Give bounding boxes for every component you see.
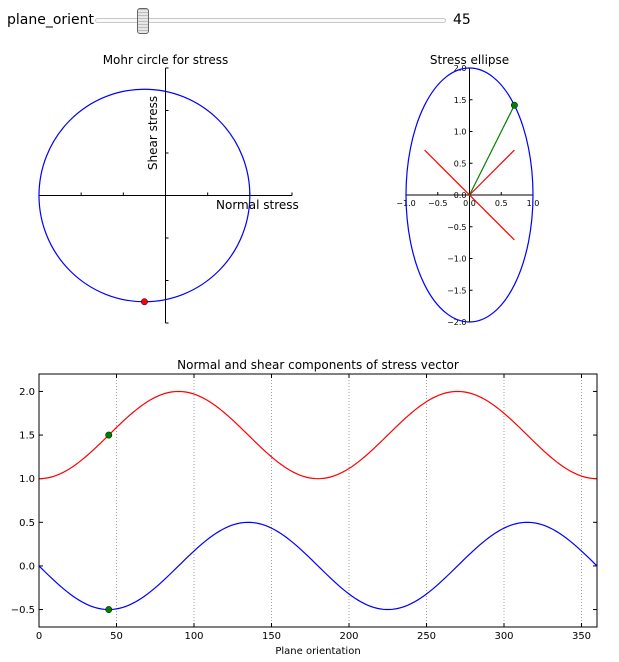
- ellipse-red-line: [469, 149, 515, 196]
- components-x-tick-label: 250: [417, 631, 436, 642]
- components-x-tick-label: 0: [36, 631, 42, 642]
- components-y-tick-label: 2.0: [19, 387, 35, 398]
- normal-component-line: [38, 390, 598, 480]
- slider-value: 45: [453, 12, 471, 28]
- ellipse-x-tick-label: 0.0: [463, 199, 476, 208]
- mohr-title: Mohr circle for stress: [103, 53, 229, 67]
- components-frame: [38, 373, 598, 628]
- ellipse-y-tick-label: −1.0: [447, 255, 466, 264]
- ellipse-title: Stress ellipse: [430, 53, 509, 67]
- ellipse-y-tick-label: −1.5: [447, 286, 466, 295]
- components-x-tick-label: 50: [110, 631, 123, 642]
- mohr-ylabel: Shear stress: [146, 96, 160, 170]
- stress-vector-line: [468, 104, 515, 196]
- ellipse-x-tick-label: 0.5: [495, 199, 508, 208]
- ellipse-y-tick-label: −0.5: [447, 223, 466, 232]
- components-y-tick-label: 1.5: [19, 431, 35, 442]
- components-x-tick-label: 200: [339, 631, 358, 642]
- stress-ellipse: [405, 67, 534, 323]
- slider-track[interactable]: [95, 18, 446, 23]
- mohr-point-marker: [140, 298, 148, 306]
- slider-thumb[interactable]: [137, 8, 149, 34]
- stress-vector-marker: [510, 101, 518, 109]
- components-x-tick-label: 150: [262, 631, 281, 642]
- slider-label: plane_orient: [7, 12, 95, 28]
- ellipse-y-tick-label: 0.0: [454, 191, 467, 200]
- components-y-tick-label: 1.0: [19, 474, 35, 485]
- components-title: Normal and shear components of stress ve…: [177, 358, 459, 372]
- plane-orient-slider-row: plane_orient 45: [0, 0, 619, 40]
- components-xlabel: Plane orientation: [275, 646, 360, 657]
- components-y-tick-label: −0.5: [11, 605, 35, 616]
- components-x-tick-label: 350: [572, 631, 591, 642]
- components-y-tick-label: 0.0: [19, 561, 35, 572]
- ellipse-y-tick-label: 0.5: [454, 159, 467, 168]
- ellipse-y-tick-label: 1.5: [454, 96, 467, 105]
- components-y-tick-label: 0.5: [19, 518, 35, 529]
- ellipse-y-tick-label: 2.0: [454, 64, 467, 73]
- shear-component-line: [38, 521, 598, 611]
- components-x-tick-label: 300: [494, 631, 513, 642]
- ellipse-x-tick-label: −0.5: [428, 199, 447, 208]
- mohr-xlabel: Normal stress: [216, 198, 299, 212]
- ellipse-y-tick-label: −2.0: [447, 318, 466, 327]
- components-marker: [105, 431, 113, 439]
- ellipse-y-tick-label: 1.0: [454, 128, 467, 137]
- components-x-tick-label: 100: [184, 631, 203, 642]
- components-marker: [105, 606, 113, 614]
